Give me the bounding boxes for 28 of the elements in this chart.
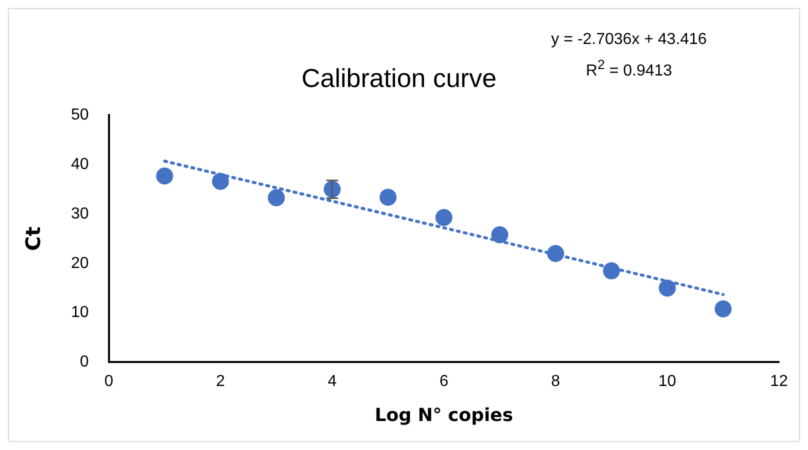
y-tick-label: 20 [71, 254, 89, 272]
text: R$^{2}$ = 0.9413 [584, 56, 674, 82]
point [268, 189, 285, 206]
point [212, 172, 229, 190]
x-tick-label: 12 [770, 373, 788, 390]
point [491, 226, 508, 244]
y-tick-label: 50 [71, 106, 89, 124]
x-tick-label: 0 [104, 373, 114, 390]
y-tick-label: 30 [71, 205, 89, 222]
point [714, 300, 732, 318]
x-tick-label: 10 [658, 373, 676, 390]
y-axis-title: Ct [21, 226, 46, 251]
point [156, 167, 174, 184]
y-tick-label: 0 [80, 354, 89, 371]
x-tick-label: 8 [551, 373, 560, 390]
point [380, 188, 397, 206]
point [602, 262, 620, 280]
point [547, 245, 564, 262]
point [658, 280, 676, 297]
x-tick-label: 2 [216, 373, 226, 390]
y-tick-label: 40 [71, 156, 89, 174]
text: y = -2.7036x + 43.416 [550, 30, 708, 50]
x-axis-title: Log N° copies [374, 404, 514, 426]
point [435, 208, 452, 226]
chart-title: Calibration curve [301, 62, 497, 93]
x-tick-label: 4 [328, 373, 337, 390]
y-tick-label: 10 [71, 304, 89, 322]
x-tick-label: 6 [439, 373, 448, 390]
